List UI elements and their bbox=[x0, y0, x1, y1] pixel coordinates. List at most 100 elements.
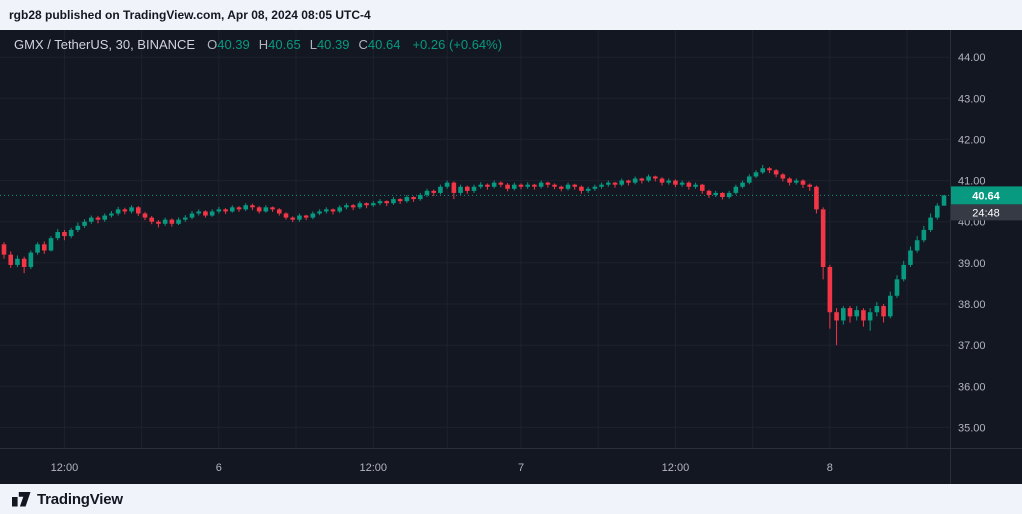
grid-layer bbox=[0, 30, 950, 448]
candlestick-chart[interactable]: 44.0043.0042.0041.0040.0039.0038.0037.00… bbox=[0, 30, 1022, 484]
candle-down bbox=[626, 180, 631, 183]
candle-up bbox=[75, 225, 81, 230]
candle-down bbox=[861, 310, 866, 321]
price-axis-label: 39.00 bbox=[958, 258, 986, 270]
candle-down bbox=[827, 266, 833, 313]
price-axis-label: 38.00 bbox=[958, 299, 986, 311]
candle-down bbox=[223, 209, 228, 212]
chart-container: GMX / TetherUS, 30, BINANCE O40.39 H40.6… bbox=[0, 30, 1022, 484]
candle-up bbox=[666, 180, 672, 183]
candle-up bbox=[229, 207, 235, 212]
time-axis-label: 8 bbox=[827, 462, 833, 474]
candle-down bbox=[41, 244, 47, 251]
price-axis-label: 44.00 bbox=[958, 52, 986, 64]
candles-layer bbox=[1, 164, 947, 346]
candle-up bbox=[337, 207, 343, 212]
price-axis[interactable]: 44.0043.0042.0041.0040.0039.0038.0037.00… bbox=[958, 52, 986, 434]
candle-down bbox=[270, 207, 275, 210]
candle-down bbox=[142, 213, 148, 218]
candle-down bbox=[451, 182, 457, 193]
candle-down bbox=[169, 219, 175, 224]
candle-down bbox=[149, 217, 155, 222]
candle-up bbox=[82, 221, 87, 226]
candle-up bbox=[35, 244, 40, 253]
candle-down bbox=[485, 184, 490, 187]
candle-up bbox=[109, 213, 114, 216]
candle-down bbox=[545, 182, 551, 185]
candle-up bbox=[357, 203, 363, 208]
candle-up bbox=[417, 194, 423, 200]
candle-up bbox=[599, 184, 604, 187]
time-axis-label: 12:00 bbox=[360, 462, 388, 474]
candle-down bbox=[350, 205, 356, 208]
tradingview-logo-icon[interactable] bbox=[12, 491, 31, 507]
candle-up bbox=[511, 184, 517, 189]
candle-up bbox=[726, 192, 732, 198]
candle-up bbox=[404, 197, 410, 202]
tradingview-brand[interactable]: TradingView bbox=[37, 490, 123, 508]
candle-down bbox=[498, 182, 504, 185]
candle-down bbox=[800, 180, 806, 185]
candle-down bbox=[820, 209, 826, 267]
candle-down bbox=[834, 312, 839, 321]
candle-up bbox=[55, 232, 61, 239]
candle-down bbox=[505, 184, 510, 189]
candle-down bbox=[1, 244, 7, 255]
candle-down bbox=[652, 176, 658, 179]
candle-down bbox=[290, 217, 296, 220]
candle-up bbox=[854, 310, 860, 317]
candle-down bbox=[612, 182, 618, 185]
candle-up bbox=[901, 264, 907, 280]
candle-up bbox=[921, 229, 927, 241]
candle-down bbox=[720, 192, 725, 198]
candle-down bbox=[787, 178, 792, 183]
symbol-header: GMX / TetherUS, 30, BINANCE O40.39 H40.6… bbox=[14, 37, 502, 52]
time-axis-label: 12:00 bbox=[662, 462, 690, 474]
footer-bar: TradingView bbox=[0, 484, 1022, 514]
candle-up bbox=[941, 195, 947, 206]
candle-up bbox=[88, 217, 94, 222]
ohlc-close: C40.64 bbox=[358, 37, 401, 52]
candle-down bbox=[773, 170, 779, 175]
candle-up bbox=[585, 188, 591, 191]
candle-down bbox=[579, 186, 584, 191]
svg-text:24:48: 24:48 bbox=[972, 207, 1000, 219]
candle-up bbox=[887, 295, 893, 317]
countdown-badge: 24:48 bbox=[951, 204, 1022, 221]
candle-up bbox=[894, 279, 900, 296]
candle-up bbox=[297, 215, 302, 220]
candle-down bbox=[397, 199, 403, 202]
price-axis-label: 36.00 bbox=[958, 381, 986, 393]
candle-up bbox=[196, 211, 202, 214]
candle-up bbox=[391, 199, 396, 204]
candle-down bbox=[780, 174, 786, 179]
candle-down bbox=[532, 184, 537, 187]
candle-up bbox=[102, 215, 108, 220]
price-axis-label: 41.00 bbox=[958, 176, 986, 188]
candle-up bbox=[733, 186, 739, 193]
candle-down bbox=[62, 232, 67, 237]
candle-up bbox=[565, 184, 571, 189]
candle-up bbox=[646, 176, 651, 181]
candle-down bbox=[814, 186, 819, 210]
candle-down bbox=[572, 184, 578, 187]
candle-up bbox=[68, 229, 74, 237]
candle-down bbox=[250, 205, 255, 208]
candle-up bbox=[28, 252, 34, 267]
candle-up bbox=[323, 209, 329, 212]
candle-up bbox=[538, 182, 544, 187]
candle-up bbox=[317, 211, 322, 214]
candle-up bbox=[693, 184, 698, 187]
candle-down bbox=[135, 207, 141, 214]
candle-down bbox=[431, 190, 437, 193]
candle-down bbox=[276, 209, 282, 214]
current-price-badge: 40.64 bbox=[951, 186, 1022, 205]
symbol-title[interactable]: GMX / TetherUS, 30, BINANCE bbox=[14, 37, 196, 52]
candle-up bbox=[115, 209, 121, 214]
candle-up bbox=[793, 180, 799, 183]
time-axis[interactable]: 12:00 6 12:00 7 12:00 8 bbox=[51, 462, 833, 474]
time-axis-label: 7 bbox=[518, 462, 524, 474]
candle-up bbox=[679, 182, 685, 185]
candle-up bbox=[478, 184, 484, 187]
candle-down bbox=[847, 308, 853, 317]
